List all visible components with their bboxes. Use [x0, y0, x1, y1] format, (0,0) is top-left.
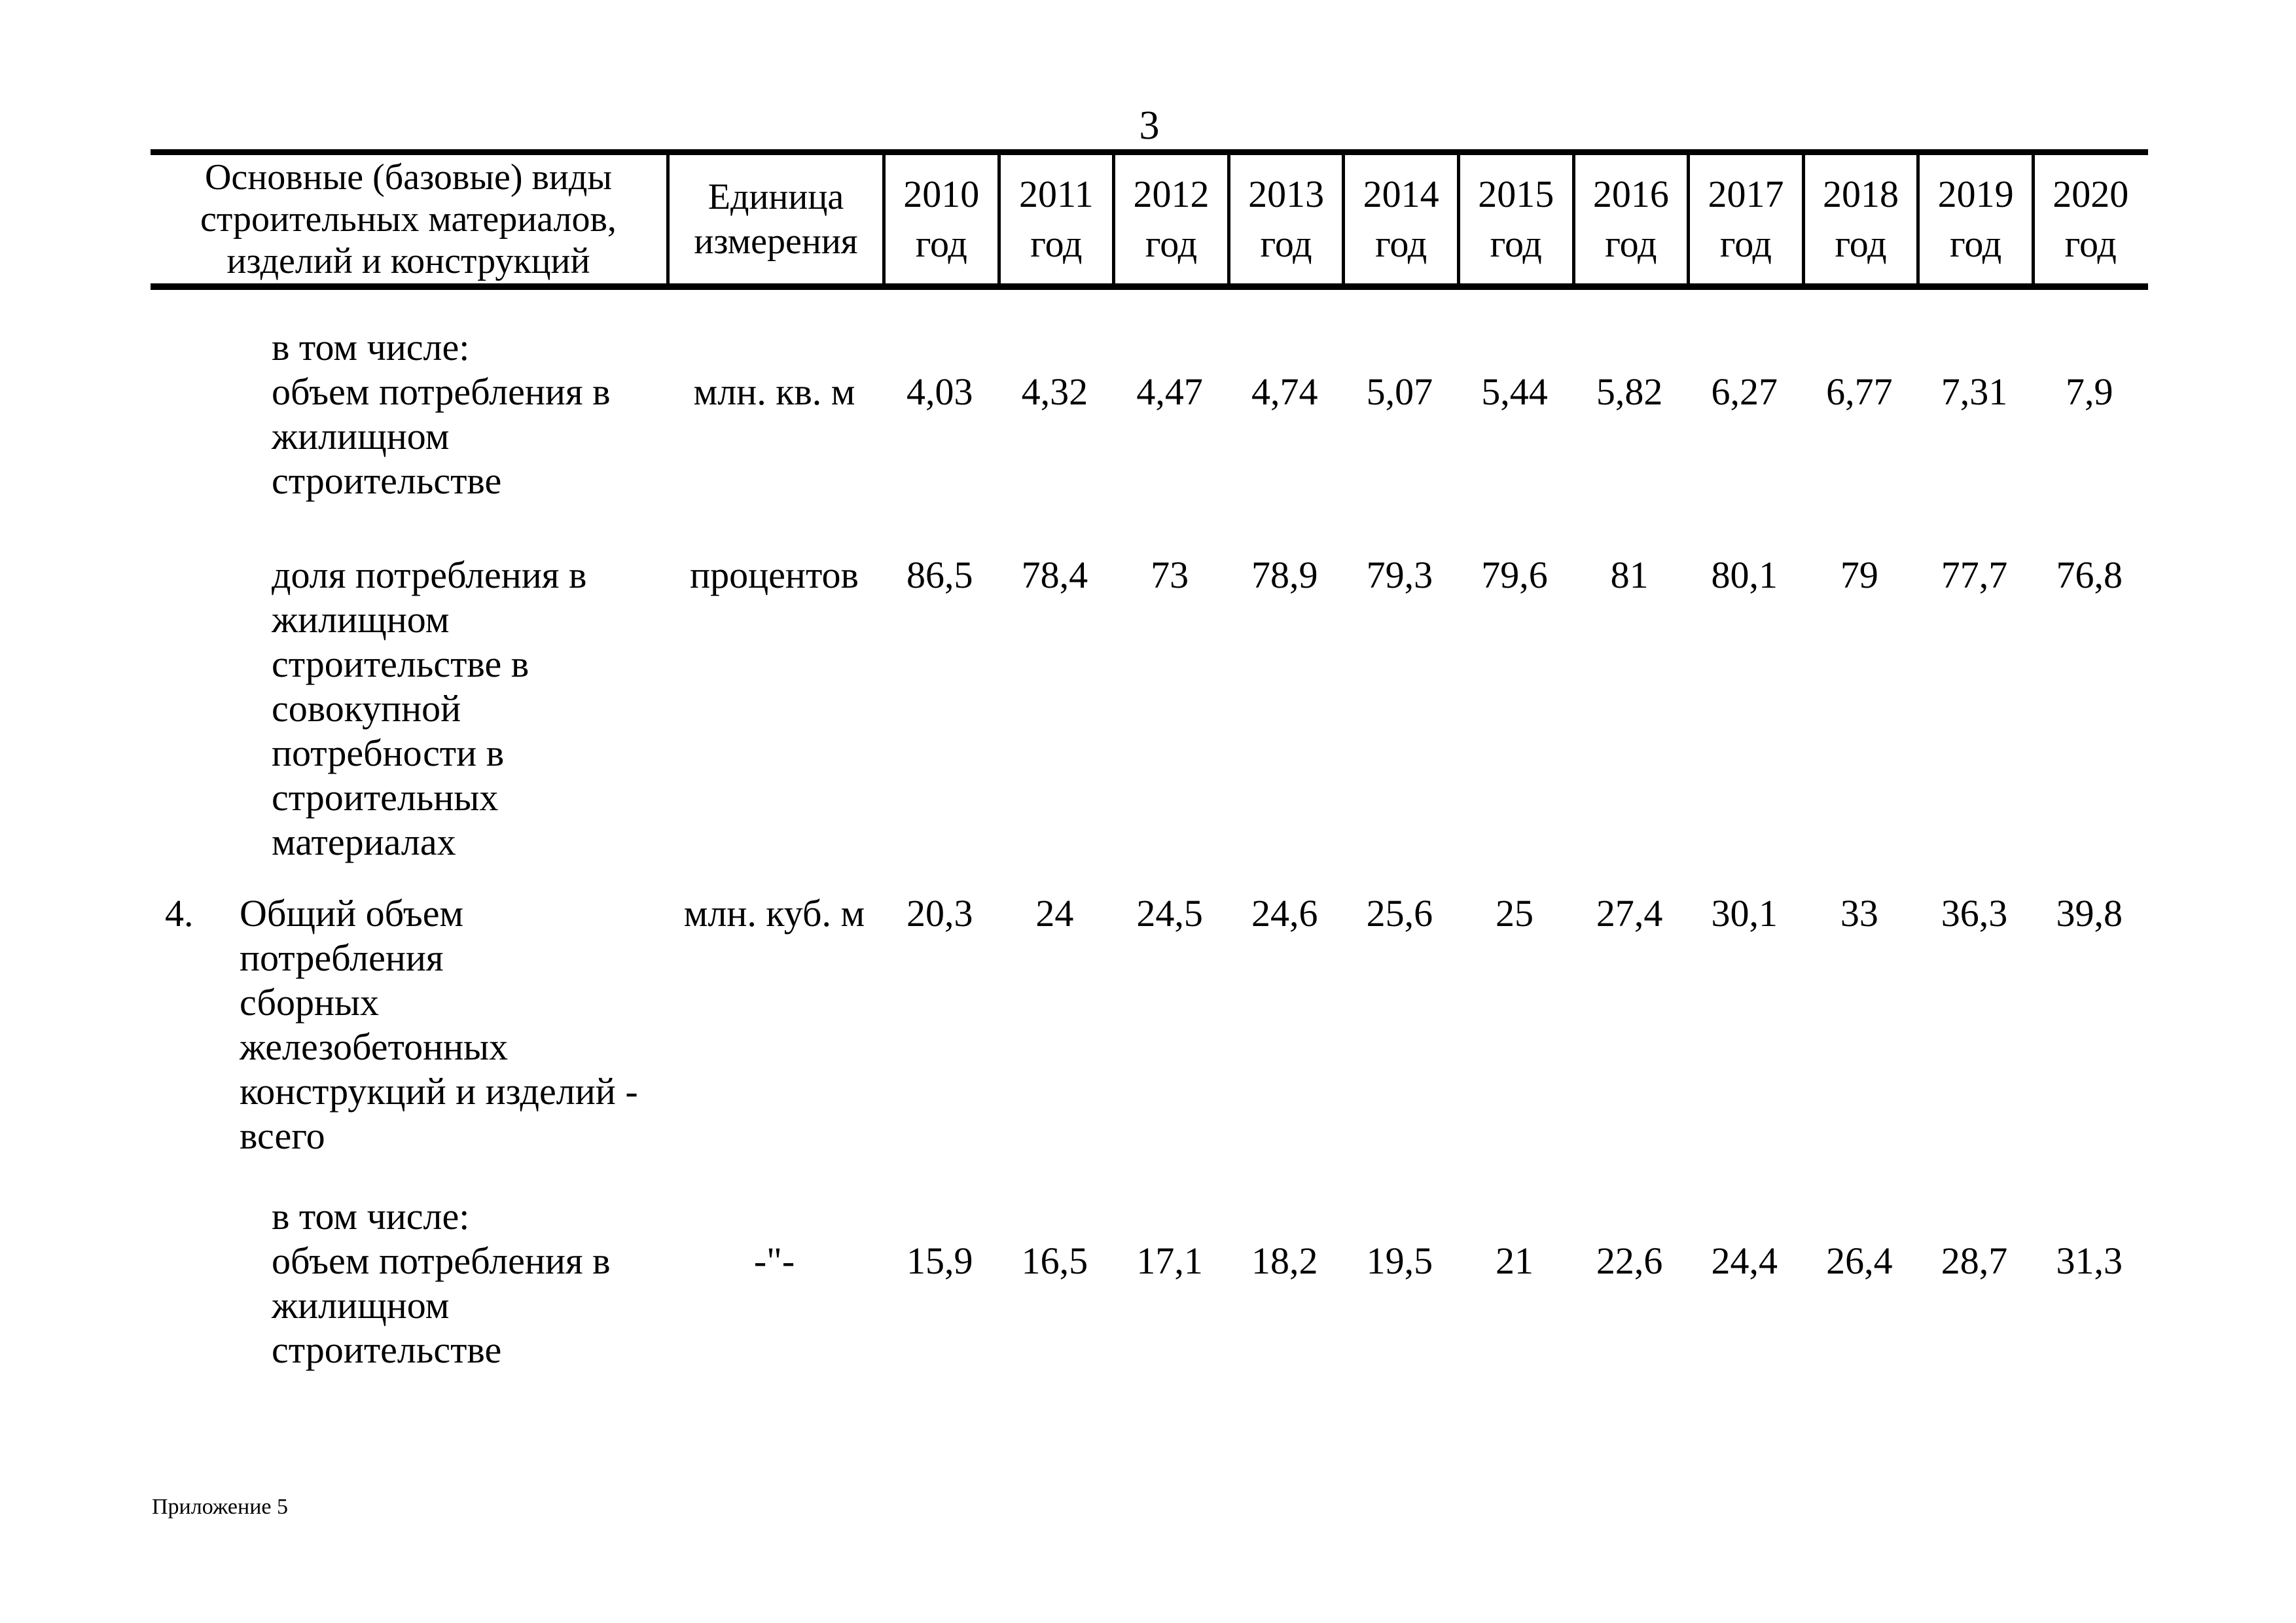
value-cell: 22,6 — [1596, 1240, 1663, 1282]
value-cell: 20,3 — [906, 892, 973, 935]
header-cell-material-types: Основные (базовые) виды строительных мат… — [200, 157, 617, 281]
year-header-cell: 2018 год — [1801, 155, 1917, 283]
value-cell: 86,5 — [906, 554, 973, 596]
value-cell: 17,1 — [1136, 1240, 1203, 1282]
value-cell: 4,03 — [906, 370, 973, 413]
year-suffix-label: год — [915, 223, 967, 265]
year-suffix-label: год — [1605, 223, 1657, 265]
year-header-cell: 2017 год — [1687, 155, 1802, 283]
value-cell: 5,44 — [1481, 370, 1548, 413]
page-number: 3 — [1139, 103, 1160, 148]
value-cell: 4,47 — [1136, 370, 1203, 413]
value-cell: 4,74 — [1251, 370, 1318, 413]
row-number: 4. — [165, 892, 194, 935]
value-cell: 81 — [1610, 554, 1649, 596]
year-label: 2013 — [1248, 173, 1325, 215]
value-cell: 33 — [1840, 892, 1878, 935]
year-header-cell: 2016 год — [1571, 155, 1687, 283]
value-cell: 19,5 — [1366, 1240, 1433, 1282]
value-cell: 36,3 — [1941, 892, 2008, 935]
year-label: 2016 — [1592, 173, 1669, 215]
value-cell: 76,8 — [2056, 554, 2123, 596]
unit-cell: млн. кв. м — [693, 370, 855, 413]
unit-cell: -"- — [753, 1240, 795, 1282]
year-label: 2018 — [1823, 173, 1899, 215]
row-name: Общий объем потребления сборных железобе… — [240, 892, 638, 1157]
table-header-row: Основные (базовые) виды строительных мат… — [151, 149, 2148, 290]
value-cell: 79,6 — [1481, 554, 1548, 596]
value-cell: 18,2 — [1251, 1240, 1318, 1282]
year-label: 2011 — [1018, 173, 1094, 215]
year-label: 2017 — [1708, 173, 1784, 215]
value-cell: 24,4 — [1711, 1240, 1778, 1282]
year-header-cell: 2014 год — [1342, 155, 1457, 283]
year-suffix-label: год — [2064, 223, 2117, 265]
year-suffix-label: год — [1835, 223, 1887, 265]
year-header-cell: 2020 год — [2031, 155, 2147, 283]
row-name: доля потребления в жилищном строительств… — [272, 554, 587, 863]
year-header-cell: 2011 год — [997, 155, 1113, 283]
year-header-cell: 2019 год — [1916, 155, 2032, 283]
value-cell: 16,5 — [1021, 1240, 1088, 1282]
year-suffix-label: год — [1260, 223, 1312, 265]
year-suffix-label: год — [1950, 223, 2002, 265]
value-cell: 5,82 — [1596, 370, 1663, 413]
value-cell: 77,7 — [1941, 554, 2008, 596]
value-cell: 7,9 — [2065, 370, 2113, 413]
value-cell: 26,4 — [1826, 1240, 1893, 1282]
value-cell: 24,5 — [1136, 892, 1203, 935]
value-cell: 78,4 — [1021, 554, 1088, 596]
value-cell: 73 — [1151, 554, 1189, 596]
value-cell: 31,3 — [2056, 1240, 2123, 1282]
value-cell: 78,9 — [1251, 554, 1318, 596]
value-cell: 5,07 — [1366, 370, 1433, 413]
year-header-cell: 2013 год — [1227, 155, 1342, 283]
row-name: в том числе: объем потребления в жилищно… — [272, 1195, 611, 1371]
value-cell: 21 — [1495, 1240, 1534, 1282]
year-suffix-label: год — [1030, 223, 1083, 265]
value-cell: 25,6 — [1366, 892, 1433, 935]
value-cell: 24 — [1035, 892, 1074, 935]
value-cell: 79 — [1840, 554, 1878, 596]
value-cell: 30,1 — [1711, 892, 1778, 935]
header-cell-unit: Единица измерения — [666, 155, 882, 283]
year-label: 2010 — [903, 173, 980, 215]
year-suffix-label: год — [1490, 223, 1542, 265]
appendix-note: Приложение 5 — [152, 1495, 288, 1519]
value-cell: 28,7 — [1941, 1240, 2008, 1282]
value-cell: 7,31 — [1941, 370, 2008, 413]
row-name: в том числе: объем потребления в жилищно… — [272, 326, 611, 502]
year-header-cell: 2012 год — [1112, 155, 1227, 283]
year-label: 2012 — [1133, 173, 1210, 215]
year-label: 2020 — [2053, 173, 2129, 215]
year-suffix-label: год — [1145, 223, 1198, 265]
year-suffix-label: год — [1719, 223, 1772, 265]
year-header-cell: 2015 год — [1456, 155, 1572, 283]
unit-cell: млн. куб. м — [683, 892, 865, 935]
year-label: 2019 — [1937, 173, 2014, 215]
year-suffix-label: год — [1375, 223, 1427, 265]
value-cell: 15,9 — [906, 1240, 973, 1282]
year-header-cell: 2010 год — [882, 155, 997, 283]
value-cell: 79,3 — [1366, 554, 1433, 596]
value-cell: 4,32 — [1021, 370, 1088, 413]
value-cell: 27,4 — [1596, 892, 1663, 935]
unit-cell: процентов — [690, 554, 859, 596]
value-cell: 39,8 — [2056, 892, 2123, 935]
value-cell: 6,27 — [1711, 370, 1778, 413]
year-label: 2014 — [1363, 173, 1439, 215]
year-label: 2015 — [1478, 173, 1554, 215]
value-cell: 6,77 — [1826, 370, 1893, 413]
value-cell: 24,6 — [1251, 892, 1318, 935]
value-cell: 80,1 — [1711, 554, 1778, 596]
value-cell: 25 — [1495, 892, 1534, 935]
